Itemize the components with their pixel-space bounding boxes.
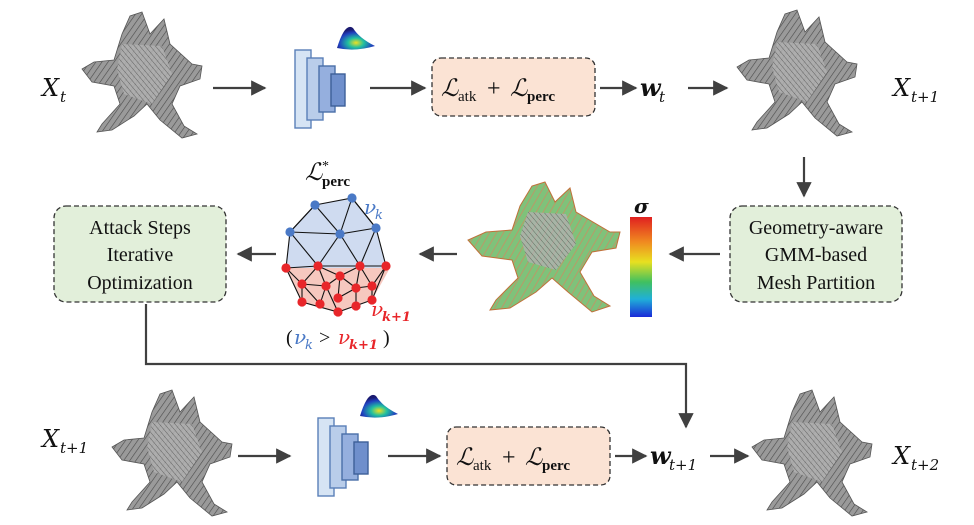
svg-text:t+1: t+1 <box>669 456 697 474</box>
svg-text:Geometry-aware: Geometry-aware <box>749 217 883 239</box>
sigma-colorbar: σ <box>630 194 652 317</box>
w-t-label: w t <box>640 73 666 106</box>
svg-text:X: X <box>40 425 60 453</box>
svg-text:t+1: t+1 <box>60 439 88 457</box>
svg-text:X: X <box>40 74 60 102</box>
mesh-x-t <box>81 11 203 139</box>
svg-text:+: + <box>502 445 516 471</box>
svg-text:t: t <box>60 88 67 106</box>
svg-text:+: + <box>487 76 501 102</box>
svg-text:σ: σ <box>634 194 649 218</box>
vk-label: ν k <box>364 195 383 223</box>
loss-box-top: ℒ atk + ℒ perc <box>431 57 596 117</box>
svg-text:Mesh Partition: Mesh Partition <box>757 272 875 294</box>
svg-text:): ) <box>383 327 390 349</box>
svg-text:ℒ: ℒ <box>510 74 528 102</box>
svg-text:ν: ν <box>371 297 383 321</box>
svg-text:perc: perc <box>542 458 570 474</box>
w-t1-label: w t+1 <box>650 441 697 474</box>
svg-text:t: t <box>659 88 666 106</box>
svg-text:*: * <box>322 159 329 174</box>
x-t1-bottom-label: X t+1 <box>40 425 88 457</box>
svg-text:atk: atk <box>473 458 492 474</box>
surrogate-model-top <box>294 26 376 129</box>
partition-box: Geometry-aware GMM-based Mesh Partition <box>729 205 903 303</box>
x-t1-top-label: X t+1 <box>891 74 939 106</box>
svg-text:X: X <box>891 442 911 470</box>
svg-text:w: w <box>640 73 662 102</box>
svg-text:perc: perc <box>527 89 555 105</box>
x-t2-label: X t+2 <box>891 442 939 474</box>
svg-text:k+1: k+1 <box>382 310 411 325</box>
mesh-colored-partition <box>467 181 621 313</box>
svg-text:ℒ: ℒ <box>456 443 474 471</box>
arrow-attack-to-w-t1 <box>144 304 694 429</box>
perc-star-label: ℒ * perc <box>305 158 350 190</box>
attack-box: Attack Steps Iterative Optimization <box>53 205 227 303</box>
loss-box-bottom: ℒ atk + ℒ perc <box>446 426 611 486</box>
svg-text:>: > <box>319 327 330 349</box>
mesh-x-t2 <box>751 389 873 517</box>
svg-text:k+1: k+1 <box>349 338 378 353</box>
x-t-label: X t <box>40 74 67 106</box>
mesh-x-t1-bottom <box>111 389 233 517</box>
svg-text:t+2: t+2 <box>911 456 939 474</box>
svg-text:k: k <box>375 208 383 223</box>
mesh-x-t1-top <box>736 9 858 137</box>
vk1-label: ν k+1 <box>371 297 411 325</box>
svg-text:ℒ: ℒ <box>525 443 543 471</box>
svg-text:ℒ: ℒ <box>305 158 323 186</box>
svg-text:ℒ: ℒ <box>441 74 459 102</box>
vertex-condition: ( ν k > ν k+1 ) <box>286 325 390 353</box>
surrogate-model-bottom <box>317 394 399 497</box>
gmm-mesh <box>281 193 391 317</box>
svg-text:GMM-based: GMM-based <box>765 244 867 266</box>
svg-text:X: X <box>891 74 911 102</box>
svg-text:w: w <box>650 441 672 470</box>
svg-text:ν: ν <box>294 325 306 349</box>
svg-text:Optimization: Optimization <box>87 272 193 294</box>
svg-text:atk: atk <box>458 89 477 105</box>
svg-text:k: k <box>305 338 313 353</box>
svg-text:Iterative: Iterative <box>107 244 174 266</box>
svg-text:ν: ν <box>338 325 350 349</box>
svg-text:Attack Steps: Attack Steps <box>89 217 191 239</box>
svg-text:(: ( <box>286 327 293 349</box>
svg-text:perc: perc <box>322 174 350 190</box>
svg-text:ν: ν <box>364 195 376 219</box>
svg-text:t+1: t+1 <box>911 88 939 106</box>
